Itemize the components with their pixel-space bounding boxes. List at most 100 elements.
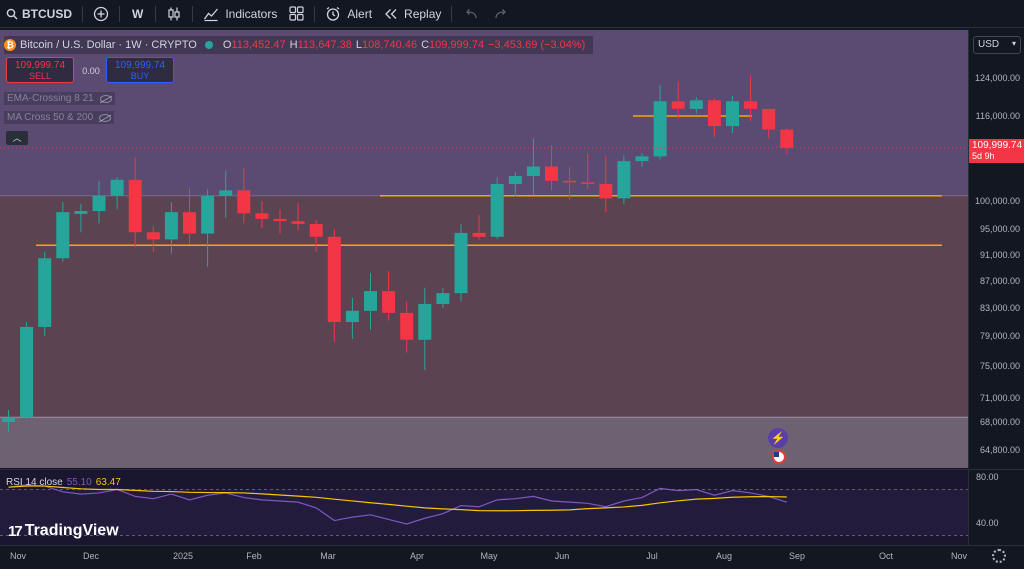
- rsi-label: RSI 14 close: [6, 477, 63, 488]
- collapse-legend-button[interactable]: ︿: [6, 131, 28, 145]
- indicators-button[interactable]: Indicators: [197, 0, 283, 28]
- divider: [155, 5, 157, 22]
- settings-gear-icon[interactable]: [992, 549, 1006, 563]
- candle-body: [472, 232, 486, 237]
- last-price-badge: 109,999.74 5d 9h: [969, 139, 1024, 163]
- divider: [192, 5, 194, 22]
- time-tick: May: [480, 551, 498, 561]
- grid-icon: [289, 6, 304, 21]
- sell-label: SELL: [28, 71, 52, 81]
- price-tick: 87,000.00: [979, 276, 1020, 286]
- symbol-search[interactable]: BTCUSD: [0, 0, 78, 28]
- replay-button[interactable]: Replay: [378, 0, 447, 28]
- rsi-pane[interactable]: [0, 469, 968, 545]
- price-tick: 91,000.00: [979, 250, 1020, 260]
- chevron-down-icon: ▾: [1011, 39, 1016, 48]
- candle-body: [291, 221, 305, 224]
- candle-body: [780, 129, 794, 148]
- legend-title: Bitcoin / U.S. Dollar · 1W · CRYPTO: [20, 39, 197, 51]
- candle-body: [707, 100, 721, 127]
- indicator-ma-cross[interactable]: MA Cross 50 & 200: [4, 111, 115, 124]
- rsi-ma-line: [8, 485, 787, 512]
- hidden-eye-icon[interactable]: [99, 94, 112, 103]
- hidden-eye-icon[interactable]: [99, 113, 112, 122]
- candle-body: [436, 293, 450, 304]
- redo-button[interactable]: [486, 0, 516, 28]
- layouts-button[interactable]: [283, 0, 310, 28]
- time-axis[interactable]: [0, 545, 1024, 569]
- price-tick: 64,800.00: [979, 445, 1020, 455]
- undo-button[interactable]: [456, 0, 486, 28]
- upper-zone: [0, 30, 968, 196]
- indicators-icon: [204, 8, 219, 21]
- candle-body: [201, 195, 215, 234]
- price-tick: 83,000.00: [979, 303, 1020, 313]
- change-value: −3,453.69 (−3.04%): [488, 39, 586, 51]
- candle-body: [454, 232, 468, 294]
- price-tick: 71,000.00: [979, 393, 1020, 403]
- us-flag-event-icon[interactable]: [772, 450, 786, 464]
- tradingview-mark-icon: 17: [8, 522, 23, 540]
- bar-countdown: 5d 9h: [972, 151, 995, 161]
- candle-body: [164, 212, 178, 240]
- candle-body: [526, 166, 540, 177]
- candle-body: [146, 232, 160, 240]
- candle-body: [581, 182, 595, 184]
- candle-body: [255, 213, 269, 219]
- time-tick: Nov: [950, 551, 968, 561]
- plus-circle-icon: [93, 6, 109, 21]
- candle-body: [418, 303, 432, 340]
- sell-button[interactable]: 109,999.74 SELL: [6, 57, 74, 83]
- candle-body: [563, 180, 577, 183]
- candle-body: [689, 100, 703, 109]
- open-value: 113,452.47: [231, 39, 286, 51]
- low-value: 108,740.46: [362, 39, 418, 51]
- candle-body: [345, 310, 359, 322]
- flash-event-icon[interactable]: ⚡: [768, 428, 788, 448]
- time-tick: Nov: [9, 551, 27, 561]
- candle-body: [56, 212, 70, 259]
- search-icon: [6, 8, 18, 19]
- compare-symbol-button[interactable]: [87, 0, 115, 28]
- buy-button[interactable]: 109,999.74 BUY: [106, 57, 174, 83]
- rsi-line: [8, 484, 787, 525]
- candle-body: [545, 166, 558, 181]
- price-tick: 68,000.00: [979, 417, 1020, 427]
- indicator-ema-crossing[interactable]: EMA-Crossing 8 21: [4, 92, 115, 105]
- buy-label: BUY: [130, 71, 150, 81]
- candle-body: [309, 223, 323, 237]
- currency-select[interactable]: USD ▾: [973, 36, 1021, 54]
- middle-zone: [0, 195, 968, 418]
- candle-body: [382, 291, 396, 313]
- rsi-ma-value: 63.47: [95, 477, 121, 488]
- candle-body: [20, 326, 34, 418]
- candle-body: [74, 211, 88, 214]
- candle-body: [726, 101, 739, 127]
- candle-body: [400, 312, 414, 340]
- interval-button[interactable]: W: [132, 6, 144, 21]
- last-price-value: 109,999.74: [972, 140, 1023, 151]
- price-tick: 116,000.00: [975, 111, 1020, 121]
- candles-icon: [168, 7, 180, 20]
- chart-type-button[interactable]: [160, 0, 188, 28]
- open-label: O: [222, 39, 232, 51]
- price-chart[interactable]: [0, 30, 968, 468]
- indicators-label: Indicators: [225, 6, 278, 21]
- chevron-up-icon: ︿: [12, 133, 22, 143]
- buy-price: 109,999.74: [114, 60, 166, 71]
- candle-body: [92, 195, 106, 212]
- candlestick-chart[interactable]: [0, 30, 968, 468]
- divider: [82, 5, 83, 22]
- alert-button[interactable]: Alert: [319, 0, 378, 28]
- symbol-label: BTCUSD: [22, 6, 72, 21]
- time-tick: Aug: [715, 551, 733, 561]
- time-tick: 2025: [172, 551, 194, 561]
- brand-name: TradingView: [24, 522, 119, 539]
- price-axis[interactable]: 124,000.00 116,000.00 100,000.00 95,000.…: [968, 30, 1024, 468]
- price-tick: 79,000.00: [979, 331, 1020, 341]
- rsi-chart[interactable]: [0, 470, 968, 546]
- candle-body: [110, 179, 124, 196]
- tradingview-logo[interactable]: 17 TradingView: [8, 522, 119, 540]
- rsi-axis: [968, 469, 1024, 545]
